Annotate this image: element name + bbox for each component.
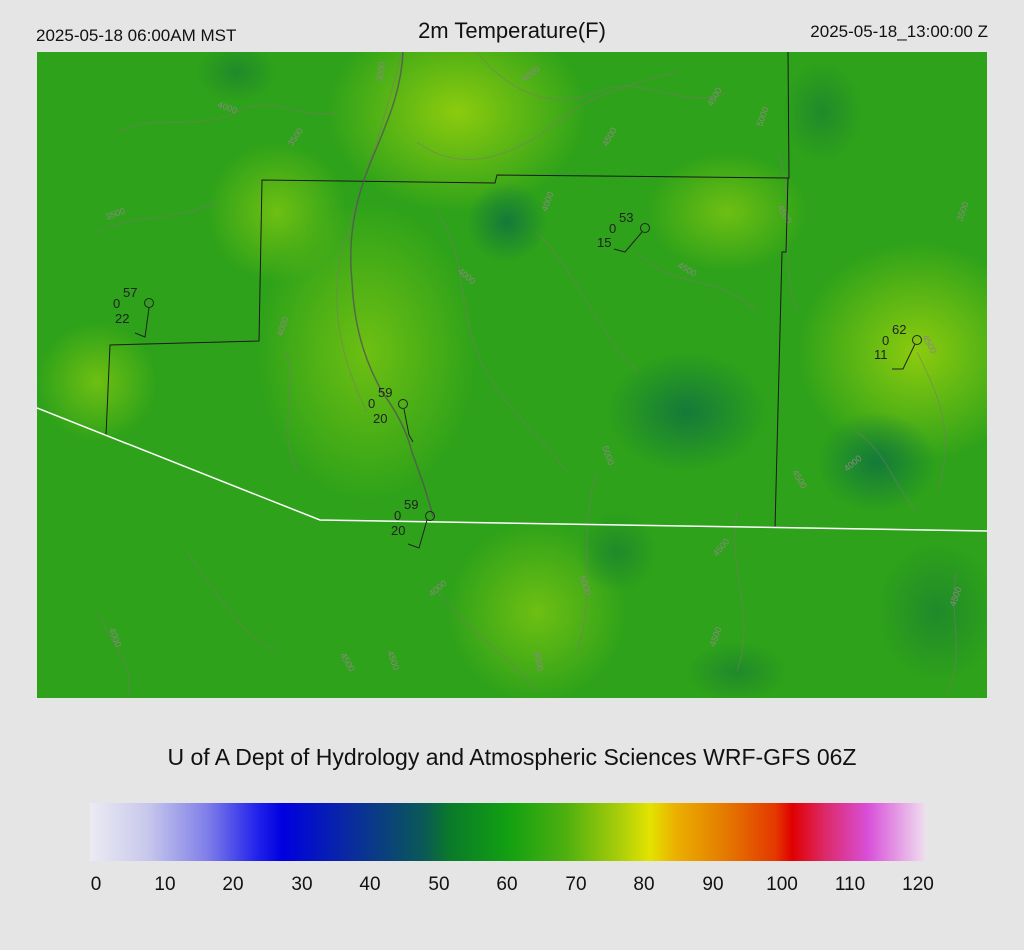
warm-area (257, 202, 477, 502)
colorbar-tick: 110 (834, 874, 866, 895)
colorbar-tick: 30 (291, 874, 313, 895)
cool-area (197, 52, 277, 102)
cool-area (817, 412, 937, 512)
station-circle (144, 298, 154, 308)
cool-area (467, 182, 547, 262)
river (349, 52, 434, 518)
state-boundary (37, 407, 987, 532)
station-precip: 0 (368, 396, 375, 411)
temperature-map: 3000 3500 4000 4500 5000 3500 4000 4500 … (37, 52, 987, 698)
colorbar-tick: 120 (902, 874, 934, 895)
colorbar-gradient (90, 803, 926, 861)
colorbar-ticks: 0 10 20 30 40 50 60 70 80 90 100 110 120 (0, 874, 1024, 904)
colorbar-tick: 40 (359, 874, 381, 895)
temperature-colorbar (90, 803, 926, 861)
station-dewpoint: 20 (373, 411, 387, 426)
cool-area (687, 642, 787, 698)
map-title: 2m Temperature(F) (418, 18, 606, 43)
station-temp: 57 (123, 285, 137, 300)
wind-barb (403, 408, 414, 443)
contour-label: 3000 (374, 61, 387, 82)
colorbar-tick: 20 (222, 874, 244, 895)
colorbar-tick: 60 (496, 874, 518, 895)
wind-barb (613, 231, 643, 253)
station-circle (425, 511, 435, 521)
cool-area (607, 352, 767, 472)
station-plot: 57 0 22 (113, 285, 154, 338)
station-plot: 62 0 11 (874, 322, 922, 370)
warm-area (207, 142, 347, 282)
station-precip: 0 (394, 508, 401, 523)
colorbar-tick: 100 (766, 874, 798, 895)
station-precip: 0 (882, 333, 889, 348)
station-dewpoint: 11 (874, 347, 888, 362)
contour-label: 4000 (532, 651, 545, 672)
station-circle (640, 223, 650, 233)
wind-barb (407, 519, 428, 549)
cool-area (577, 512, 657, 592)
terrain-contours (96, 52, 958, 698)
station-plot: 59 0 20 (368, 385, 414, 443)
station-temp: 59 (404, 497, 418, 512)
colorbar-tick: 70 (565, 874, 587, 895)
warm-area (647, 152, 807, 272)
colorbar-tick: 50 (428, 874, 450, 895)
model-credit: U of A Dept of Hydrology and Atmospheric… (167, 744, 857, 770)
station-plot: 53 0 15 (597, 210, 650, 253)
station-dewpoint: 20 (391, 523, 405, 538)
station-temp: 59 (378, 385, 392, 400)
station-precip: 0 (113, 296, 120, 311)
valid-utc-time: 2025-05-18_13:00:00 Z (810, 22, 988, 41)
station-temp: 62 (892, 322, 906, 337)
station-plot: 59 0 20 (391, 497, 435, 549)
cool-area (782, 62, 862, 162)
station-temp: 53 (619, 210, 633, 225)
warm-area (797, 242, 987, 462)
wind-barb (134, 307, 150, 338)
station-circle (912, 335, 922, 345)
cool-area (877, 542, 987, 682)
colorbar-tick: 10 (154, 874, 176, 895)
valid-local-time: 2025-05-18 06:00AM MST (36, 26, 237, 45)
county-boundaries (105, 52, 790, 529)
wind-barb (892, 343, 916, 370)
station-dewpoint: 15 (597, 235, 611, 250)
colorbar-tick: 90 (702, 874, 724, 895)
warm-area (327, 52, 587, 212)
warm-area (37, 322, 157, 442)
colorbar-tick: 80 (633, 874, 655, 895)
station-precip: 0 (609, 221, 616, 236)
station-dewpoint: 22 (115, 311, 129, 326)
colorbar-tick: 0 (90, 874, 102, 895)
station-circle (398, 399, 408, 409)
